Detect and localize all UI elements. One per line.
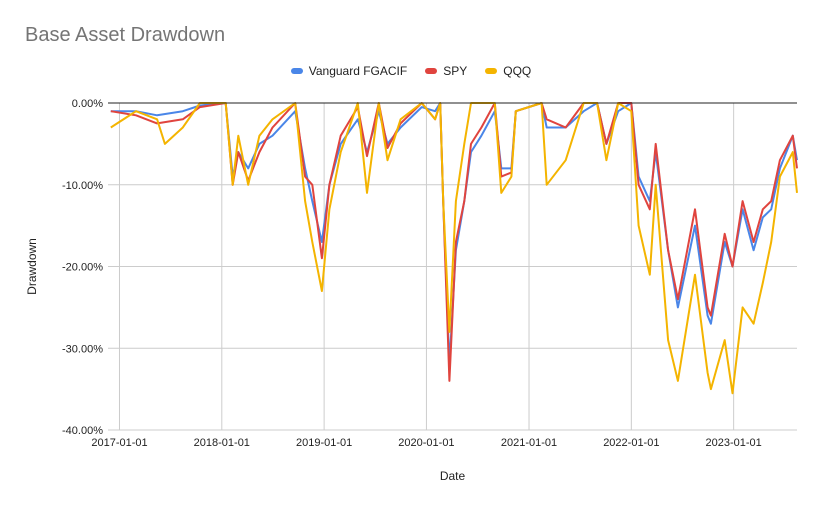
x-tick-label: 2020-01-01 <box>398 437 454 449</box>
y-axis-label: Drawdown <box>25 238 39 295</box>
x-tick-label: 2021-01-01 <box>501 437 557 449</box>
y-tick-label: -40.00% <box>62 425 103 437</box>
x-tick-label: 2023-01-01 <box>706 437 762 449</box>
y-tick-label: -10.00% <box>62 180 103 192</box>
y-tick-label: -30.00% <box>62 343 103 355</box>
legend-swatch <box>425 68 438 74</box>
legend-label: Vanguard FGACIF <box>308 64 408 78</box>
legend-swatch <box>290 68 303 74</box>
x-tick-label: 2022-01-01 <box>603 437 659 449</box>
x-tick-label: 2018-01-01 <box>194 437 250 449</box>
y-tick-label: 0.00% <box>72 98 103 110</box>
legend-item: Vanguard FGACIF <box>290 64 408 78</box>
x-tick-label: 2019-01-01 <box>296 437 352 449</box>
legend-label: SPY <box>443 64 468 78</box>
chart-legend: Vanguard FGACIF SPY QQQ <box>0 64 822 78</box>
x-tick-label: 2017-01-01 <box>91 437 147 449</box>
chart-title: Base Asset Drawdown <box>25 24 226 46</box>
series-line-qqq <box>110 102 798 395</box>
legend-swatch <box>485 68 498 74</box>
legend-item: SPY <box>425 64 467 78</box>
legend-label: QQQ <box>503 64 532 78</box>
series-line-spy <box>110 102 798 382</box>
x-axis-label: Date <box>440 469 466 483</box>
series-line-vanguard-fgacif <box>110 102 798 366</box>
legend-item: QQQ <box>485 64 531 78</box>
y-tick-label: -20.00% <box>62 262 103 274</box>
